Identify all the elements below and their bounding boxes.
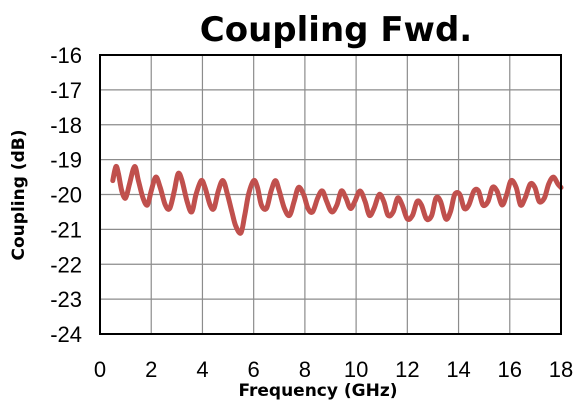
y-tick-label: -16 — [50, 43, 82, 68]
y-tick-label: -20 — [50, 183, 82, 208]
y-tick-labels: -16 -17 -18 -19 -20 -21 -22 -23 -24 — [50, 43, 82, 347]
series-layer — [110, 163, 564, 236]
y-tick-label: -24 — [50, 322, 82, 347]
x-tick-labels: 0 2 4 6 8 10 12 14 16 18 — [94, 357, 573, 382]
y-tick-label: -23 — [50, 287, 82, 312]
x-tick-label: 4 — [196, 357, 208, 382]
plot-frame — [99, 54, 562, 335]
x-tick-label: 8 — [299, 357, 311, 382]
x-tick-label: 6 — [248, 357, 260, 382]
y-axis-label: Coupling (dB) — [9, 130, 29, 261]
x-tick-label: 12 — [395, 357, 419, 382]
y-tick-label: -18 — [50, 113, 82, 138]
x-tick-label: 16 — [498, 357, 522, 382]
x-tick-label: 2 — [145, 357, 157, 382]
x-tick-label: 10 — [344, 357, 368, 382]
y-tick-label: -21 — [50, 217, 82, 242]
series-line — [110, 163, 564, 236]
x-tick-label: 18 — [549, 357, 573, 382]
x-tick-label: 14 — [446, 357, 470, 382]
y-tick-label: -19 — [50, 148, 82, 173]
chart-title: Coupling Fwd. — [200, 10, 472, 50]
x-axis-label: Frequency (GHz) — [238, 381, 397, 401]
y-tick-label: -17 — [50, 78, 82, 103]
y-tick-label: -22 — [50, 252, 82, 277]
x-tick-label: 0 — [94, 357, 106, 382]
